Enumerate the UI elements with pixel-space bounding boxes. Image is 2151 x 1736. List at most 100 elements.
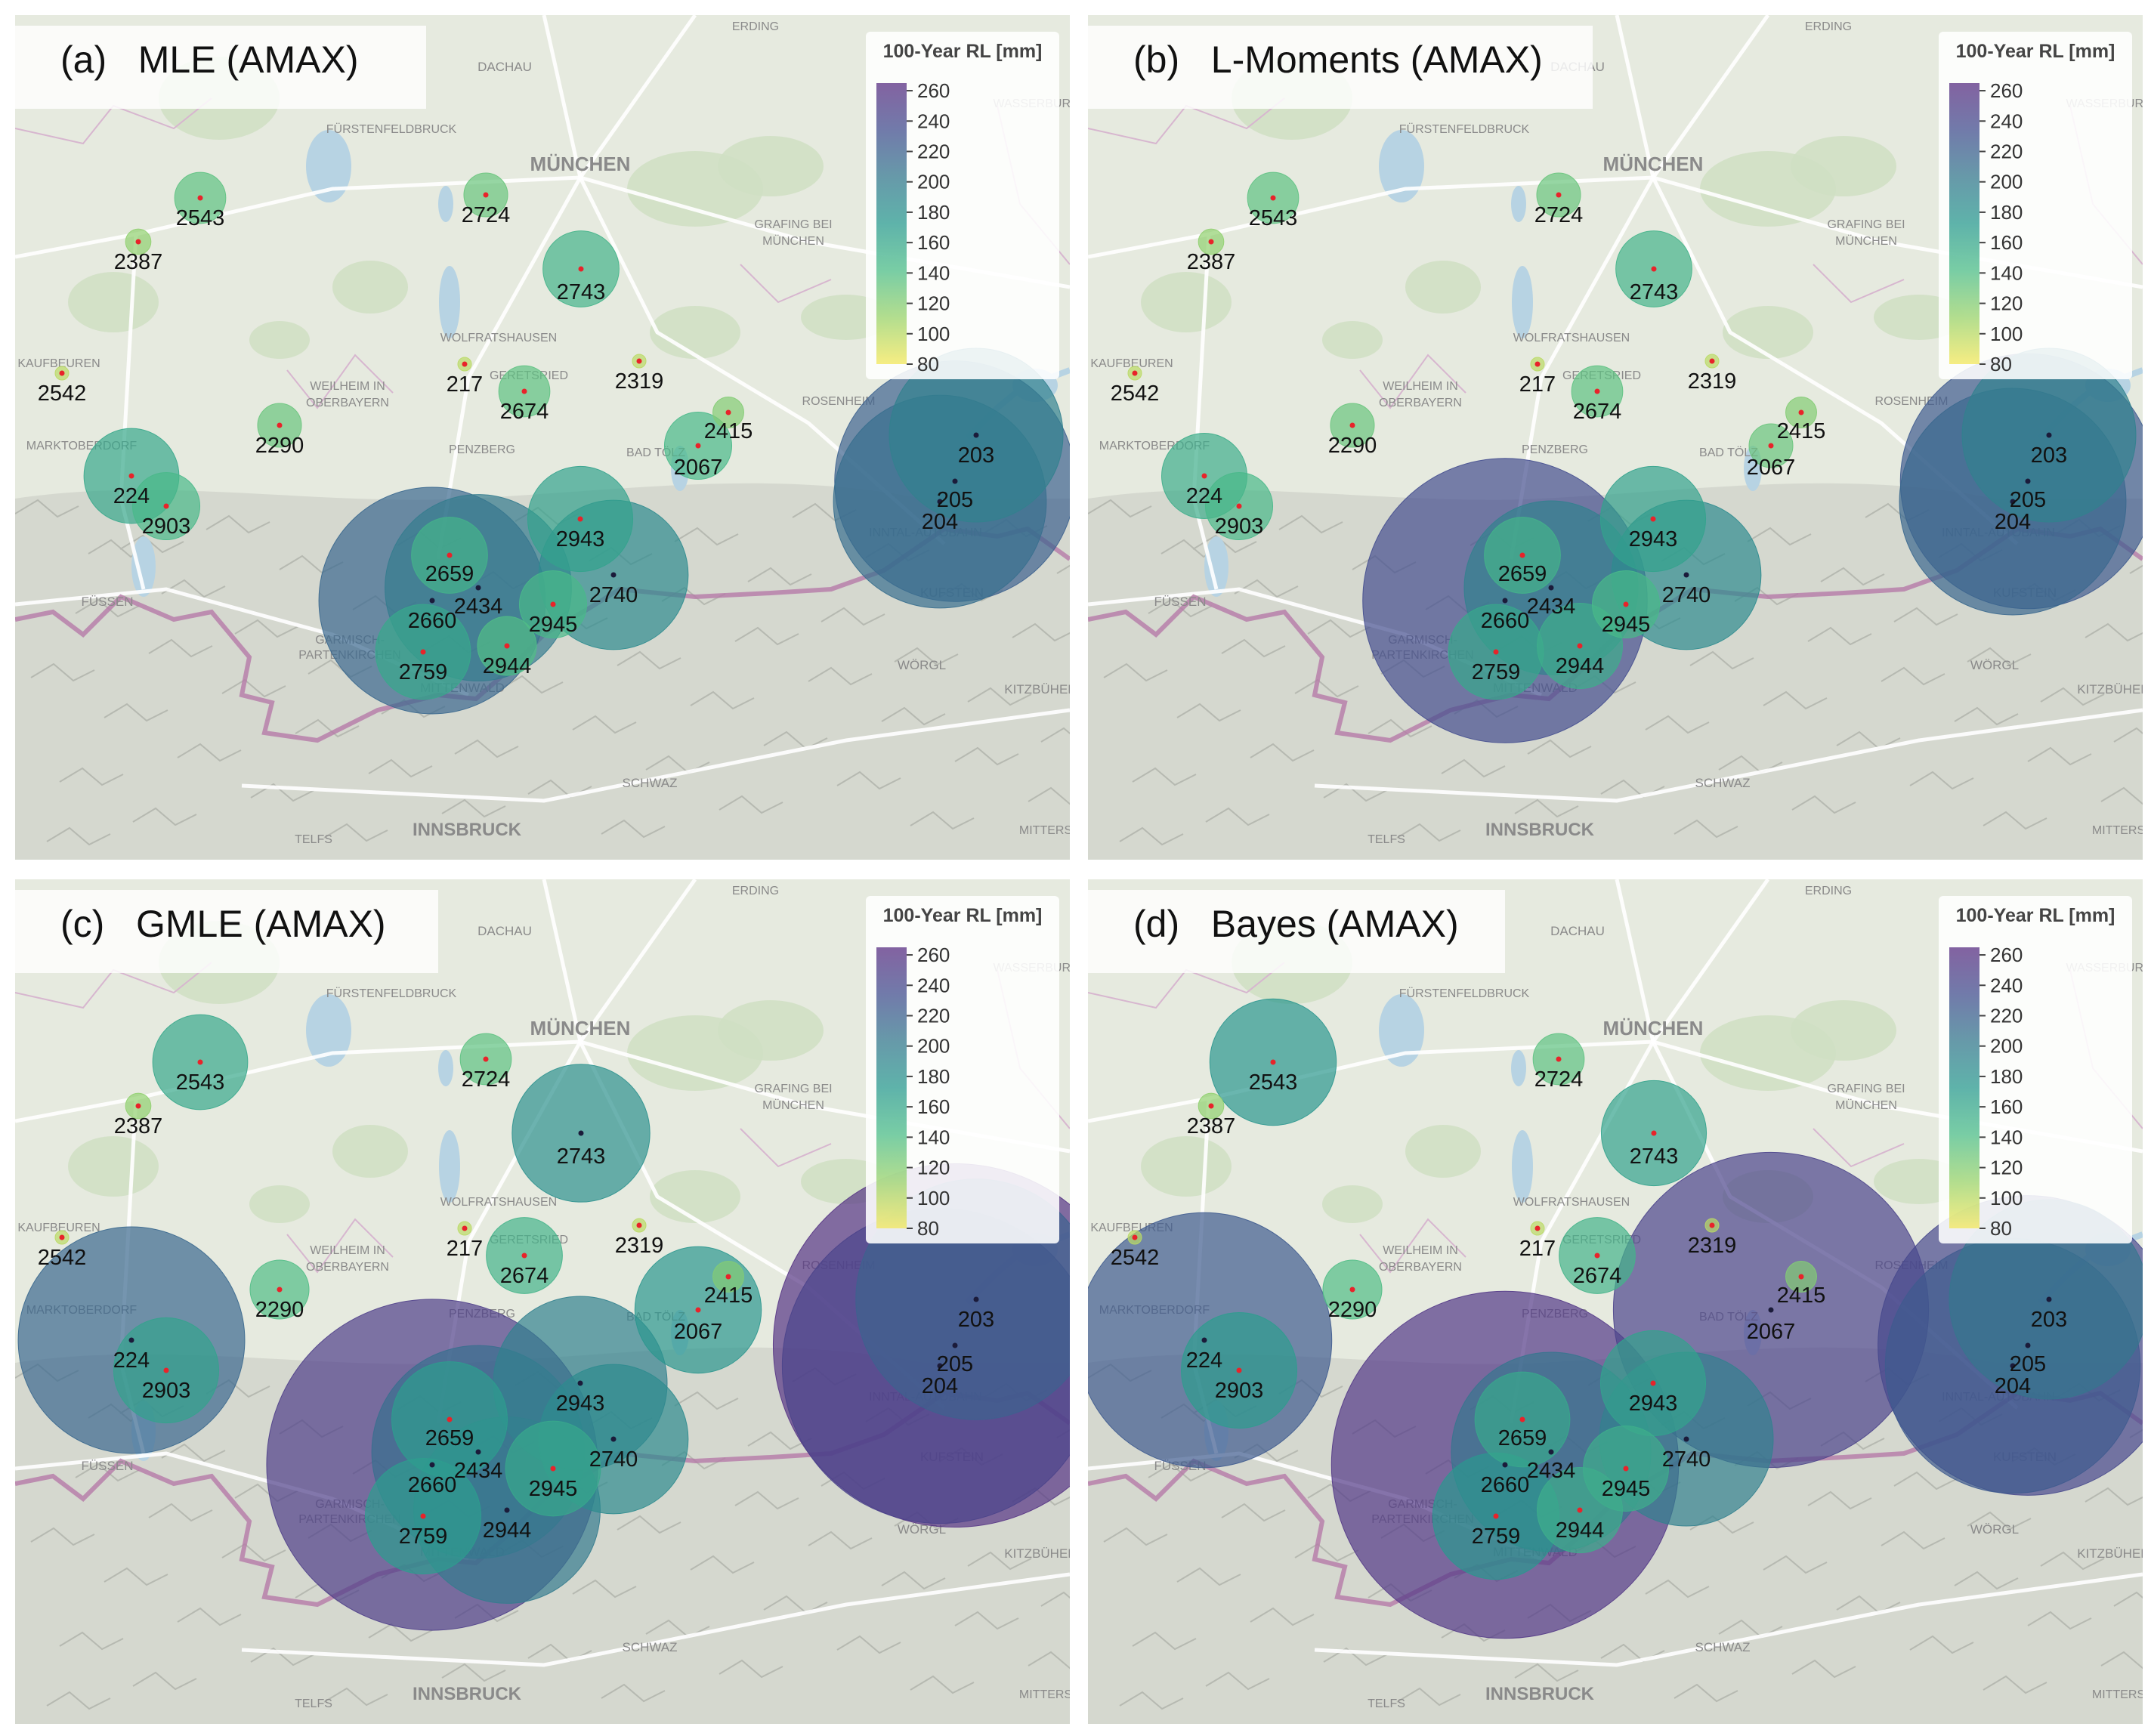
station-dot bbox=[1651, 1130, 1657, 1136]
station-markers: 2543 2387 2724 2743 2542 217 2674 2319 2290 2415 2… bbox=[1111, 171, 2143, 743]
relief-ridge bbox=[1909, 1635, 1974, 1654]
station-label: 2945 bbox=[529, 613, 578, 637]
station-dot bbox=[973, 1296, 979, 1302]
station-dot bbox=[725, 1274, 731, 1280]
relief-ridge bbox=[1103, 1527, 1168, 1546]
relief-ridge bbox=[1396, 1687, 1461, 1707]
forest-patch bbox=[1405, 1125, 1481, 1178]
relief-ridge bbox=[59, 767, 124, 786]
road bbox=[15, 175, 1070, 289]
station-label: 2543 bbox=[176, 1070, 225, 1095]
station-label: 2659 bbox=[1498, 562, 1547, 586]
map-panel-a[interactable]: ERDING DACHAU FÜRSTENFELDBRUCK MÜNCHEN GRAFI… bbox=[15, 15, 1070, 860]
station-dot bbox=[1651, 266, 1657, 272]
station-label: 2543 bbox=[1249, 1070, 1298, 1095]
lake bbox=[1379, 994, 1424, 1067]
station-label: 224 bbox=[113, 1348, 150, 1373]
station-label: 2319 bbox=[615, 369, 664, 394]
place-label: OBERBAYERN bbox=[306, 397, 389, 409]
colorbar-tick-label: 120 bbox=[1990, 292, 2023, 315]
place-label: DACHAU bbox=[477, 924, 532, 938]
relief-ridge bbox=[1119, 1691, 1184, 1710]
place-label: MITTERS bbox=[1019, 1688, 1070, 1701]
colorbar-tick-label: 200 bbox=[1990, 1035, 2023, 1058]
station-dot bbox=[521, 1253, 527, 1259]
station-dot bbox=[163, 503, 169, 509]
station-label: 203 bbox=[958, 443, 994, 468]
map-panel-c[interactable]: ERDING DACHAU FÜRSTENFELDBRUCK MÜNCHEN GRAFI… bbox=[15, 879, 1070, 1724]
station-label: 205 bbox=[2010, 488, 2046, 512]
station-label: 2067 bbox=[674, 1320, 723, 1344]
forest-patch bbox=[249, 321, 310, 359]
place-label: TELFS bbox=[1368, 833, 1405, 846]
place-label: TELFS bbox=[295, 833, 332, 846]
station-label: 2319 bbox=[615, 1234, 664, 1258]
relief-ridge bbox=[1514, 798, 1579, 818]
colorbar-tick-label: 200 bbox=[1990, 171, 2023, 193]
colorbar-tick-label: 220 bbox=[1990, 1004, 2023, 1027]
colorbar-legend: 100-Year RL [mm] 260 240 220 200 180 160 140 12… bbox=[1939, 32, 2132, 379]
station-dot bbox=[1798, 1274, 1804, 1280]
station-dot bbox=[1519, 1416, 1525, 1422]
colorbar: 260 240 220 200 180 160 140 120 100 80 bbox=[1949, 79, 2023, 375]
station-dot bbox=[1683, 572, 1689, 578]
station-dot bbox=[128, 1337, 134, 1343]
colorbar-tick-label: 140 bbox=[1990, 261, 2023, 284]
station-dot bbox=[59, 370, 65, 376]
relief-ridge bbox=[1221, 1503, 1286, 1522]
map-panel-b[interactable]: ERDINGDACHAUFÜRSTENFELDBRUCKMÜNCHENGRAFI… bbox=[1088, 15, 2143, 860]
basemap: ERDING DACHAU FÜRSTENFELDBRUCK MÜNCHEN GRAFI… bbox=[1088, 879, 2143, 1724]
colorbar-ramp bbox=[1949, 83, 1979, 364]
place-label: GRAFING BEI bbox=[1827, 218, 1905, 231]
panel-title-box: (a) MLE (AMAX) bbox=[15, 26, 426, 109]
station-label: 224 bbox=[1186, 1348, 1222, 1373]
place-label: ERDING bbox=[1805, 20, 1852, 33]
lake bbox=[438, 1050, 453, 1086]
forest-patch bbox=[650, 1170, 740, 1223]
station-dot bbox=[1798, 409, 1804, 415]
panel-title-box: (d) Bayes (AMAX) bbox=[1088, 890, 1505, 973]
relief-ridge bbox=[894, 647, 959, 666]
station-dot bbox=[1556, 1056, 1562, 1062]
place-label: TELFS bbox=[1368, 1697, 1405, 1710]
station-label: 2674 bbox=[500, 1264, 549, 1288]
station-label: 217 bbox=[447, 1237, 483, 1261]
relief-ridge bbox=[1250, 743, 1315, 762]
station-label: 2759 bbox=[399, 660, 448, 684]
relief-ridge bbox=[808, 666, 873, 686]
station-label: 2944 bbox=[483, 654, 532, 678]
road bbox=[542, 879, 583, 1043]
relief-ridge bbox=[1967, 647, 2032, 666]
place-label: KITZBÜHEL bbox=[1004, 1546, 1070, 1561]
colorbar-tick-label: 260 bbox=[1990, 944, 2023, 966]
colorbar-tick-label: 140 bbox=[917, 261, 950, 284]
station-dot bbox=[1132, 370, 1138, 376]
road bbox=[578, 15, 697, 179]
road bbox=[542, 15, 583, 178]
station-label: 2067 bbox=[1747, 1320, 1796, 1344]
relief-ridge bbox=[1250, 1607, 1315, 1626]
station-dot bbox=[550, 601, 556, 607]
relief-ridge bbox=[601, 819, 666, 839]
relief-ridge bbox=[1645, 1579, 1710, 1599]
map-panel-d[interactable]: ERDING DACHAU FÜRSTENFELDBRUCK MÜNCHEN GRAFI… bbox=[1088, 879, 2143, 1724]
station-dot bbox=[1709, 358, 1715, 364]
lake bbox=[1512, 266, 1533, 338]
place-label: MÜNCHEN bbox=[762, 1098, 824, 1112]
relief-ridge bbox=[763, 731, 828, 750]
place-label: FÜSSEN bbox=[82, 595, 134, 609]
relief-ridge bbox=[1909, 771, 1974, 790]
station-label: 224 bbox=[113, 484, 150, 508]
station-label: 2944 bbox=[1556, 654, 1605, 678]
relief-ridge bbox=[1132, 1631, 1197, 1651]
road bbox=[241, 708, 1070, 803]
relief-ridge bbox=[674, 1391, 739, 1410]
colorbar-ramp bbox=[1949, 947, 1979, 1228]
station-dot bbox=[1201, 1337, 1207, 1343]
relief-ridge bbox=[1176, 1567, 1241, 1586]
lake bbox=[306, 130, 351, 202]
station-dot bbox=[1594, 388, 1600, 394]
colorbar: 260 240 220 200 180 160 140 120 100 80 bbox=[876, 944, 950, 1240]
relief-ridge bbox=[2085, 1487, 2143, 1506]
relief-ridge bbox=[1836, 731, 1901, 750]
